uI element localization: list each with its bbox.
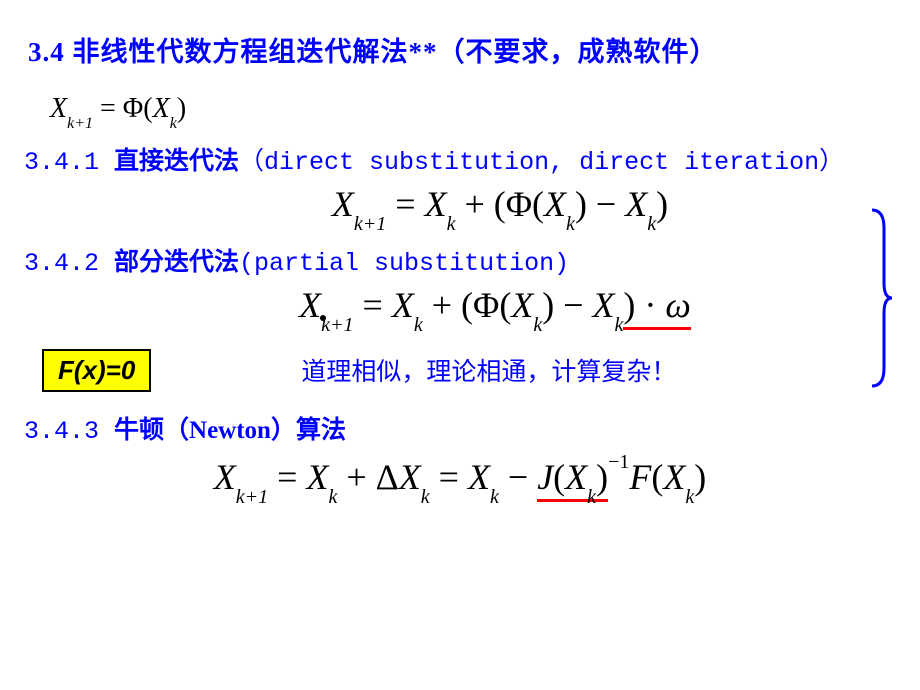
eq-var: X [50,93,67,124]
eq-var: X [544,184,566,224]
eq-op: = Φ( [93,93,153,124]
note-row: F(x)=0 道理相似，理论相通，计算复杂！ [20,349,900,392]
section-paren: （direct substitution, direct iteration） [239,148,844,177]
eq-var: X [663,457,685,497]
eq-sub: k [328,486,337,508]
section-number: 3.4.3 [24,417,114,446]
eq-op: ) − [575,184,625,224]
eq-var: X [593,285,615,325]
section-number: 3.4.2 [24,249,114,278]
eq-op: + (Φ( [455,184,544,224]
eq-op: = [354,285,392,325]
eq-var: X [306,457,328,497]
eq-op: · [635,285,665,325]
equation-partial-substitution: Xk+1 = Xk + (Φ(Xk) − Xk) · ω [20,284,900,331]
section-paren: (partial substitution) [239,249,569,278]
eq-sub: k [685,486,694,508]
eq-sub: k [615,314,624,336]
eq-op: = [430,457,468,497]
eq-sub: k+1 [321,314,353,336]
subsection-1: 3.4.1 直接迭代法（direct substitution, direct … [24,141,900,177]
note-text: 道理相似，理论相通，计算复杂！ [301,352,676,388]
eq-var: X [332,184,354,224]
section-label: 牛顿（Newton）算法 [114,417,346,444]
eq-sub: k+1 [67,115,93,132]
equation-phi: Xk+1 = Φ(Xk) [50,93,900,129]
eq-sub: k [170,115,177,132]
subsection-3: 3.4.3 牛顿（Newton）算法 [24,410,900,446]
eq-var: X [468,457,490,497]
eq-var: X [153,93,170,124]
eq-func: F [629,457,651,497]
eq-sub: k [447,213,456,235]
eq-sub: k+1 [354,213,386,235]
eq-op: + Δ [337,457,398,497]
section-label: 部分迭代法 [114,249,239,276]
equation-direct-iteration: Xk+1 = Xk + (Φ(Xk) − Xk) [20,183,900,230]
eq-jacobian: J [537,457,553,497]
eq-var: X [392,285,414,325]
eq-sub: k [533,314,542,336]
eq-op: + (Φ( [423,285,512,325]
section-title: 3.4 非线性代数方程组迭代解法**（不要求，成熟软件） [28,30,900,69]
eq-var: X [565,457,587,497]
eq-sub: k+1 [236,486,268,508]
eq-close: ) [177,93,186,124]
eq-omega: ω [665,285,690,325]
eq-var: X [299,285,321,325]
fx-zero-box: F(x)=0 [42,349,151,392]
section-label: 直接迭代法 [114,148,239,175]
eq-inverse: −1 [608,451,629,473]
eq-paren: ( [651,457,663,497]
eq-op: ) − [542,285,592,325]
eq-op: = [268,457,306,497]
eq-paren: ) [694,457,706,497]
slide-content: 3.4 非线性代数方程组迭代解法**（不要求，成熟软件） Xk+1 = Φ(Xk… [0,0,920,690]
eq-sub: k [587,486,596,508]
section-number: 3.4.1 [24,148,114,177]
eq-sub: k [414,314,423,336]
eq-var: X [425,184,447,224]
eq-sub: k [421,486,430,508]
eq-close: ) [623,285,635,325]
eq-op: − [499,457,537,497]
eq-var: X [511,285,533,325]
eq-paren: ( [553,457,565,497]
eq-paren: ) [596,457,608,497]
eq-var: X [214,457,236,497]
eq-sub: k [566,213,575,235]
equation-newton: Xk+1 = Xk + ΔXk = Xk − J(Xk)−1F(Xk) [20,456,900,503]
eq-var: X [399,457,421,497]
right-brace-icon [868,208,894,388]
eq-op: = [386,184,424,224]
eq-close: ) [656,184,668,224]
subsection-2: 3.4.2 部分迭代法(partial substitution) [24,242,900,278]
eq-var: X [625,184,647,224]
eq-sub: k [490,486,499,508]
eq-sub: k [647,213,656,235]
